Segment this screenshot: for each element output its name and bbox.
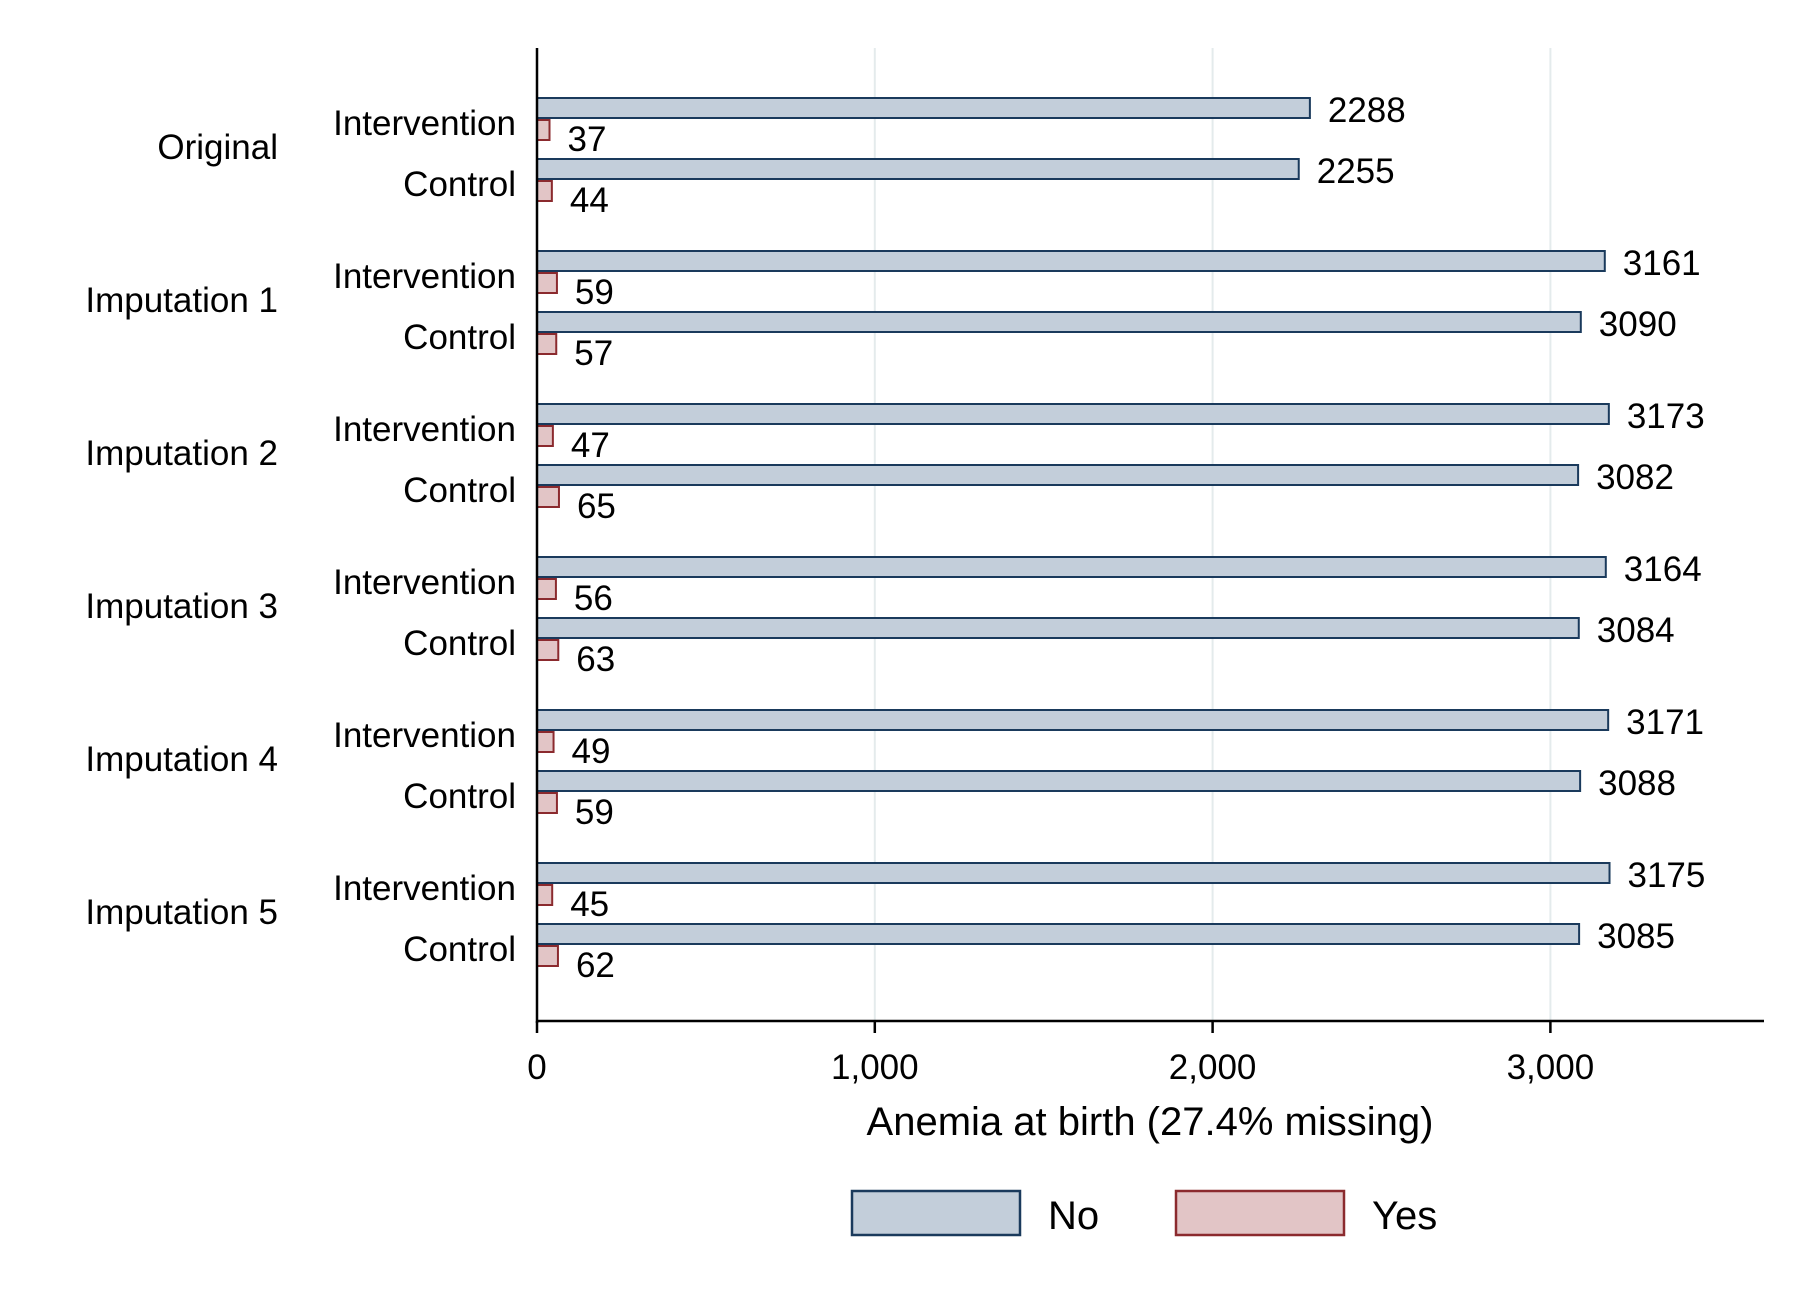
bar-yes [536, 486, 560, 508]
bar-no [536, 311, 1582, 333]
group-label: Imputation 2 [85, 434, 278, 473]
group-labels: Original Imputation 1 Imputation 2 Imputati… [85, 128, 278, 932]
bar-yes [536, 945, 559, 967]
value-label-yes: 47 [571, 426, 610, 465]
value-label-no: 3084 [1597, 611, 1675, 650]
bar-yes [536, 333, 558, 355]
bar-yes [536, 272, 558, 294]
bar-yes [536, 180, 553, 202]
value-label-no: 2255 [1317, 152, 1395, 191]
value-label-yes: 57 [574, 334, 613, 373]
axes [535, 48, 1764, 1023]
bar-no [536, 158, 1300, 180]
bar-no [536, 97, 1311, 119]
bar-no [536, 464, 1580, 486]
value-label-no: 3088 [1598, 764, 1676, 803]
bar-yes [536, 731, 555, 753]
category-label: Control [403, 471, 516, 510]
value-label-yes: 65 [577, 487, 616, 526]
bar-no [536, 709, 1610, 731]
bar-yes [536, 578, 557, 600]
category-label: Control [403, 318, 516, 357]
value-label-no: 3161 [1623, 244, 1701, 283]
group-label: Imputation 1 [85, 281, 278, 320]
x-tick-label: 1,000 [831, 1048, 919, 1087]
bar-no [536, 617, 1580, 639]
category-label: Control [403, 624, 516, 663]
x-tick-label: 3,000 [1507, 1048, 1595, 1087]
value-label-yes: 49 [572, 732, 611, 771]
group-label: Imputation 5 [85, 893, 278, 932]
bar-yes [536, 884, 554, 906]
value-label-yes: 63 [576, 640, 615, 679]
bar-no [536, 862, 1611, 884]
category-label: Intervention [333, 869, 516, 908]
value-label-no: 3082 [1596, 458, 1674, 497]
category-label: Control [403, 930, 516, 969]
bar-yes [536, 119, 551, 141]
x-tick-label: 2,000 [1169, 1048, 1257, 1087]
legend: No Yes [850, 1189, 1437, 1238]
bar-yes [536, 792, 558, 814]
group-label: Original [157, 128, 278, 167]
legend-swatch-no [850, 1189, 1022, 1237]
category-labels: Intervention Control Intervention Control In… [333, 104, 516, 969]
x-tick-label: 0 [527, 1048, 546, 1087]
category-label: Intervention [333, 257, 516, 296]
value-label-yes: 56 [574, 579, 613, 618]
group-label: Imputation 4 [85, 740, 278, 779]
value-label-yes: 44 [570, 181, 609, 220]
value-label-yes: 62 [576, 946, 615, 985]
value-label-yes: 59 [575, 273, 614, 312]
bars [536, 97, 1611, 967]
value-label-yes: 37 [567, 120, 606, 159]
value-label-no: 3175 [1628, 856, 1706, 895]
legend-label-no: No [1048, 1194, 1099, 1238]
value-label-no: 3171 [1626, 703, 1704, 742]
value-label-no: 2288 [1328, 91, 1406, 130]
bar-no [536, 770, 1582, 792]
value-label-yes: 59 [575, 793, 614, 832]
category-label: Control [403, 165, 516, 204]
bar-no [536, 250, 1606, 272]
bar-no [536, 923, 1581, 945]
bar-no [536, 556, 1607, 578]
category-label: Intervention [333, 716, 516, 755]
bar-yes [536, 639, 560, 661]
value-label-no: 3090 [1599, 305, 1677, 344]
category-label: Control [403, 777, 516, 816]
category-label: Intervention [333, 104, 516, 143]
group-label: Imputation 3 [85, 587, 278, 626]
x-axis-ticks: 0 1,000 2,000 3,000 [527, 1021, 1594, 1087]
bar-yes [536, 425, 554, 447]
legend-swatch-yes [1174, 1189, 1346, 1237]
bar-no [536, 403, 1610, 425]
value-label-no: 3173 [1627, 397, 1705, 436]
category-label: Intervention [333, 410, 516, 449]
legend-label-yes: Yes [1372, 1194, 1437, 1238]
value-label-no: 3164 [1624, 550, 1702, 589]
value-labels: 2288 37 2255 44 3161 59 3090 57 3173 47 3082 65 3164… [567, 91, 1705, 985]
gridlines [873, 48, 1552, 1021]
x-axis-title: Anemia at birth (27.4% missing) [867, 1100, 1434, 1144]
category-label: Intervention [333, 563, 516, 602]
value-label-yes: 45 [570, 885, 609, 924]
value-label-no: 3085 [1597, 917, 1675, 956]
